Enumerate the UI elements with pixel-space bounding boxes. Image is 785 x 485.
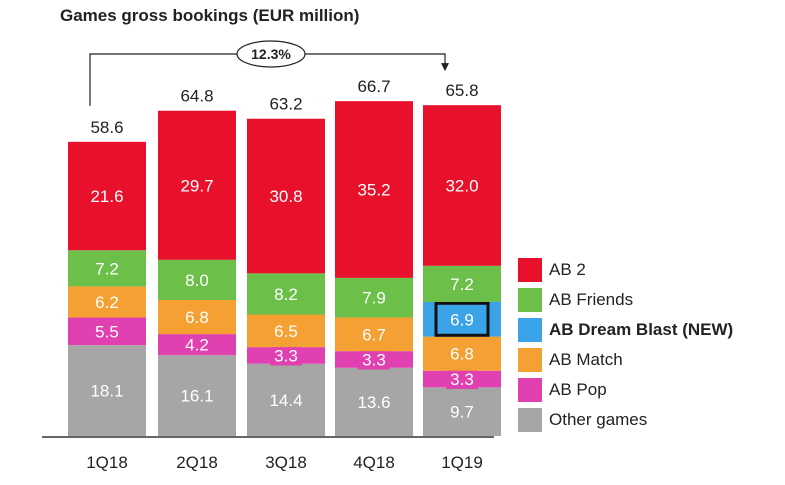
bar-segment-ab-match-1q18 (68, 286, 146, 318)
bar-segment-ab-match-1q19 (423, 336, 501, 371)
bar-label-ab-match-1q19: 6.8 (450, 345, 474, 364)
bar-label-ab-friends-1q19: 7.2 (450, 275, 474, 294)
bar-label-ab-match-1q18: 6.2 (95, 293, 119, 312)
highlight-box-1q19 (434, 301, 490, 337)
chart-title: Games gross bookings (EUR million) (60, 6, 360, 25)
bar-segment-other-games-1q19 (423, 387, 501, 436)
bar-segment-ab-friends-1q18 (68, 250, 146, 287)
bar-label-ab-pop-3q18: 3.3 (274, 346, 298, 365)
legend-label-ab-match: AB Match (549, 350, 623, 369)
bar-label-ab-pop-4q18: 3.3 (362, 350, 386, 369)
total-label-4q18: 66.7 (357, 77, 390, 96)
bar-segment-ab-friends-3q18 (247, 273, 325, 315)
bar-segment-other-games-4q18 (335, 367, 413, 436)
legend-label-ab-friends: AB Friends (549, 290, 634, 309)
bar-segment-ab-pop-1q18 (68, 317, 146, 346)
bar-segment-ab-match-2q18 (158, 299, 236, 335)
total-label-1q18: 58.6 (90, 118, 123, 137)
bar-segment-ab-match-4q18 (335, 317, 413, 352)
category-label-3q18: 3Q18 (265, 453, 307, 472)
bar-label-ab-dream-blast-new-1q19: 6.9 (450, 310, 474, 329)
category-label-1q18: 1Q18 (86, 453, 128, 472)
legend-label-ab-dream-blast: AB Dream Blast (NEW) (549, 320, 734, 339)
total-label-1q19: 65.8 (445, 81, 478, 100)
bar-segment-ab-friends-1q19 (423, 265, 501, 302)
growth-label: 12.3% (251, 46, 291, 62)
bar-label-ab-2-1q18: 21.6 (90, 187, 123, 206)
bar-label-ab-friends-3q18: 8.2 (274, 285, 298, 304)
bar-segment-ab-2-1q18 (68, 141, 146, 251)
bar-label-ab-friends-4q18: 7.9 (362, 289, 386, 308)
bar-segment-ab-2-2q18 (158, 110, 236, 260)
total-label-3q18: 63.2 (269, 95, 302, 114)
bar-label-ab-2-1q19: 32.0 (445, 177, 478, 196)
bar-label-ab-friends-2q18: 8.0 (185, 271, 209, 290)
legend-label-other-games: Other games (549, 410, 648, 429)
bar-label-ab-2-2q18: 29.7 (180, 176, 213, 195)
legend: AB 2 AB Friends AB Dream Blast (NEW) AB … (518, 255, 733, 435)
bar-segment-ab-2-4q18 (335, 101, 413, 278)
bar-label-other-games-1q19: 9.7 (450, 403, 474, 422)
bar-segment-ab-2-3q18 (247, 118, 325, 274)
bar-label-ab-match-3q18: 6.5 (274, 322, 298, 341)
category-label-4q18: 4Q18 (353, 453, 395, 472)
bar-label-other-games-4q18: 13.6 (357, 393, 390, 412)
bar-label-ab-match-4q18: 6.7 (362, 325, 386, 344)
legend-label-ab-pop: AB Pop (549, 380, 607, 399)
bar-segment-other-games-1q18 (68, 345, 146, 436)
legend-swatch-ab-dream-blast (518, 318, 542, 342)
bar-label-bg-ab-pop-4q18 (358, 349, 390, 370)
legend-item-other-games: Other games (518, 405, 733, 435)
legend-label-ab2: AB 2 (549, 260, 586, 279)
legend-swatch-ab-pop (518, 378, 542, 402)
bar-label-ab-2-3q18: 30.8 (269, 187, 302, 206)
bar-label-bg-ab-pop-3q18 (270, 345, 302, 366)
growth-badge (236, 40, 306, 68)
bar-label-ab-pop-2q18: 4.2 (185, 336, 209, 355)
legend-item-ab-dream-blast: AB Dream Blast (NEW) (518, 315, 733, 345)
bar-segment-ab-friends-4q18 (335, 277, 413, 318)
growth-arrowhead (441, 63, 449, 72)
legend-swatch-ab-friends (518, 288, 542, 312)
bar-segment-ab-friends-2q18 (158, 259, 236, 300)
total-label-2q18: 64.8 (180, 87, 213, 106)
legend-item-ab-match: AB Match (518, 345, 733, 375)
bar-segment-other-games-2q18 (158, 355, 236, 436)
legend-item-ab-pop: AB Pop (518, 375, 733, 405)
bar-label-ab-pop-1q19: 3.3 (450, 370, 474, 389)
legend-swatch-ab2 (518, 258, 542, 282)
legend-swatch-other-games (518, 408, 542, 432)
bar-segment-ab-match-3q18 (247, 314, 325, 348)
bar-segment-ab-2-1q19 (423, 105, 501, 266)
bar-label-bg-ab-pop-1q19 (446, 369, 478, 390)
legend-item-ab-friends: AB Friends (518, 285, 733, 315)
bar-label-ab-friends-1q18: 7.2 (95, 259, 119, 278)
bar-label-ab-pop-1q18: 5.5 (95, 322, 119, 341)
bar-label-ab-match-2q18: 6.8 (185, 308, 209, 327)
bar-label-other-games-3q18: 14.4 (269, 391, 302, 410)
bar-segment-other-games-3q18 (247, 363, 325, 436)
category-label-1q19: 1Q19 (441, 453, 483, 472)
bar-segment-ab-pop-2q18 (158, 334, 236, 356)
bar-label-other-games-1q18: 18.1 (90, 382, 123, 401)
category-label-2q18: 2Q18 (176, 453, 218, 472)
bar-label-ab-2-4q18: 35.2 (357, 181, 390, 200)
bar-label-other-games-2q18: 16.1 (180, 387, 213, 406)
legend-swatch-ab-match (518, 348, 542, 372)
legend-item-ab2: AB 2 (518, 255, 733, 285)
